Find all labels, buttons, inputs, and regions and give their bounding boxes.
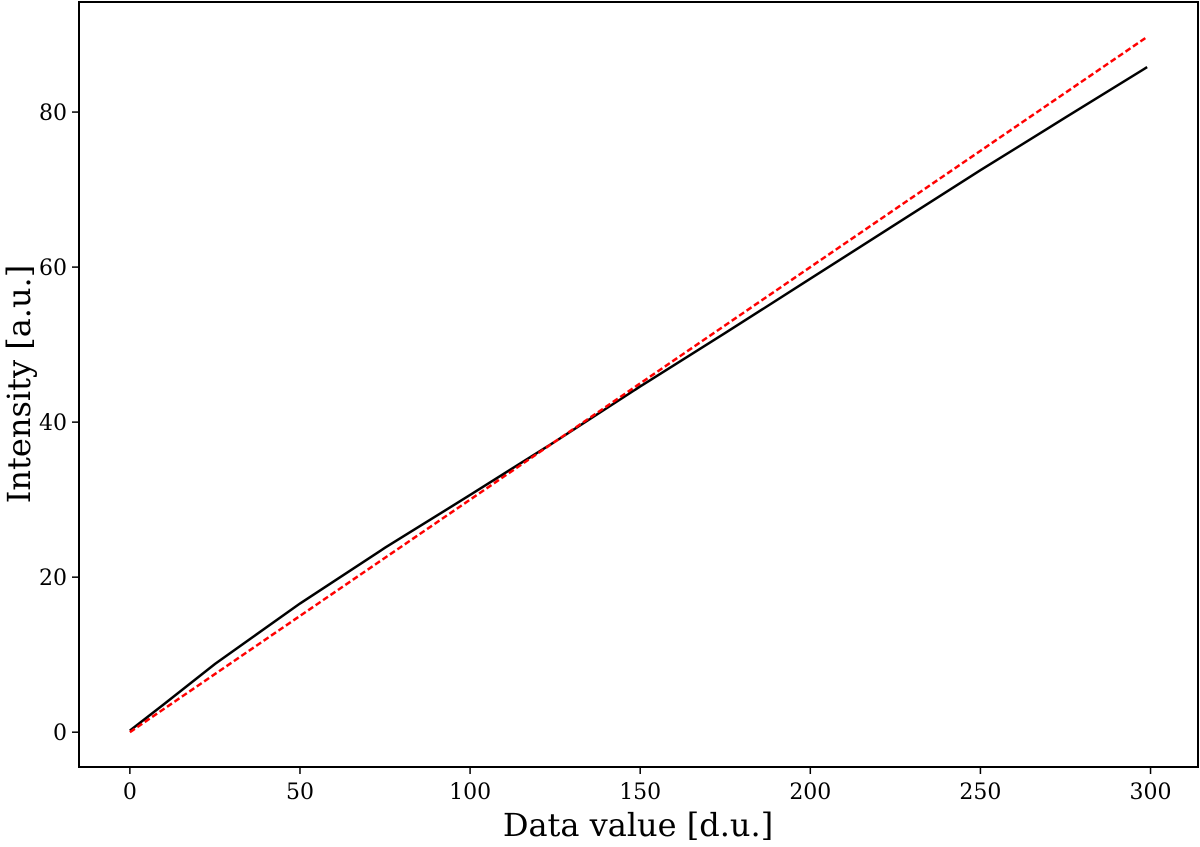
x-tick-label: 100 [449,780,491,805]
y-tick-label: 0 [53,721,67,746]
x-tick-label: 0 [123,780,137,805]
x-tick-label: 200 [789,780,831,805]
y-tick-label: 40 [39,411,67,436]
x-axis-label: Data value [d.u.] [503,806,773,844]
y-tick-label: 80 [39,101,67,126]
y-tick-label: 60 [39,256,67,281]
x-tick-label: 50 [286,780,314,805]
y-tick-label: 20 [39,566,67,591]
x-tick-label: 300 [1130,780,1172,805]
x-tick-label: 150 [619,780,661,805]
series-line [129,35,1148,734]
plot-frame [78,1,1199,768]
x-tick-label: 250 [959,780,1001,805]
y-axis-label: Intensity [a.u.] [0,265,38,503]
series-line [129,66,1148,732]
